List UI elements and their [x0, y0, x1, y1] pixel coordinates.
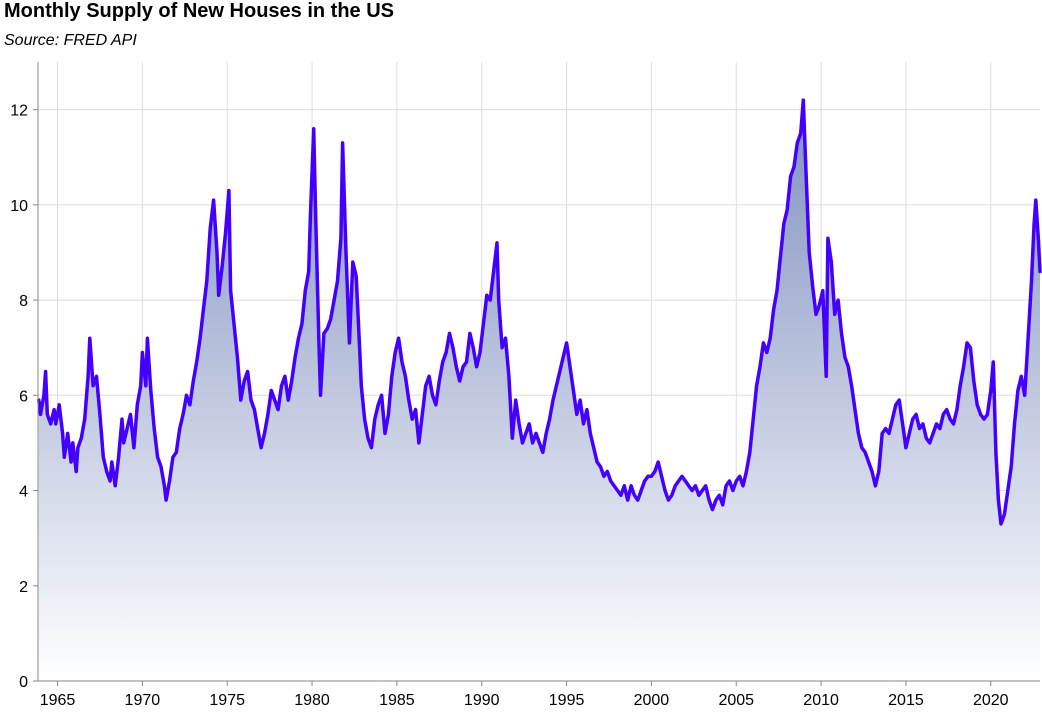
y-tick-label: 4 [19, 484, 28, 501]
area-layer [38, 100, 1041, 682]
x-tick-label: 2005 [718, 692, 754, 709]
axis-layer: 1965 1970 1975 1980 1985 1990 1995 2000 2005 2010… [10, 62, 1040, 709]
x-tick-label: 1965 [40, 692, 76, 709]
x-tick-label: 2020 [973, 692, 1009, 709]
x-tick-label: 1985 [379, 692, 415, 709]
x-tick-label: 1975 [209, 692, 245, 709]
chart-subtitle: Source: FRED API [4, 32, 137, 49]
y-tick-label: 12 [10, 103, 28, 120]
x-tick-label: 1970 [125, 692, 161, 709]
y-tick-label: 10 [10, 198, 28, 215]
supply-area [38, 100, 1041, 682]
line-layer [37, 98, 1042, 526]
y-tick-label: 2 [19, 579, 28, 596]
y-tick-label: 8 [19, 293, 28, 310]
chart-title: Monthly Supply of New Houses in the US [4, 0, 395, 22]
x-tick-label: 1995 [549, 692, 585, 709]
y-tick-label: 6 [19, 388, 28, 405]
x-tick-label: 1980 [294, 692, 330, 709]
x-tick-label: 2010 [803, 692, 839, 709]
y-tick-label: 0 [19, 674, 28, 691]
x-tick-label: 2000 [634, 692, 670, 709]
x-tick-label: 1990 [464, 692, 500, 709]
supply-line [37, 98, 1042, 526]
x-tick-label: 2015 [888, 692, 924, 709]
